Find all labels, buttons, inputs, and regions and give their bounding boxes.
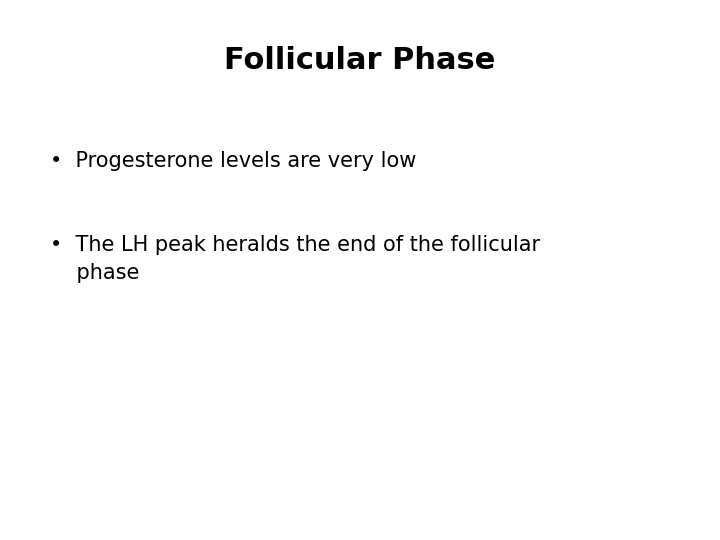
Text: Follicular Phase: Follicular Phase bbox=[225, 46, 495, 75]
Text: •  The LH peak heralds the end of the follicular
    phase: • The LH peak heralds the end of the fol… bbox=[50, 235, 541, 283]
Text: •  Progesterone levels are very low: • Progesterone levels are very low bbox=[50, 151, 417, 171]
